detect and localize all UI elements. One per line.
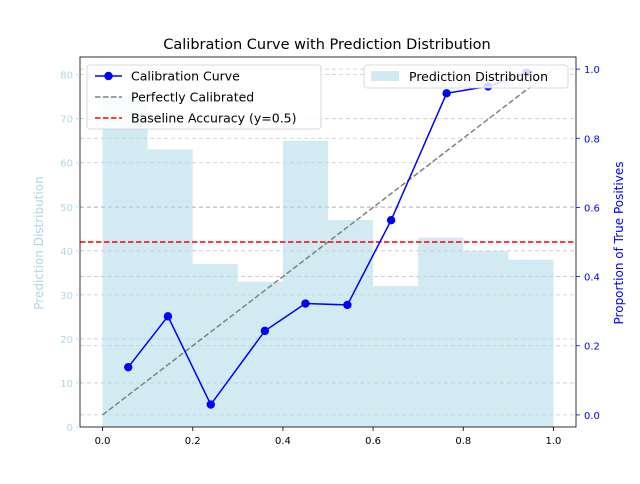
histogram-bar: [237, 281, 283, 427]
y-right-tick-label: 0.4: [584, 273, 600, 284]
calibration-point: [206, 400, 215, 409]
x-tick-label: 0.8: [455, 436, 471, 447]
y-left-tick-label: 10: [60, 379, 73, 390]
y-left-tick-label: 0: [67, 423, 73, 434]
calibration-point: [386, 216, 396, 225]
calibration-curve-line: [127, 71, 527, 406]
histogram-bar: [282, 140, 328, 427]
legend-entry-label: Calibration Curve: [131, 69, 240, 84]
y-right-tick-label: 1.0: [584, 65, 600, 76]
y-right-tick-label: 0.2: [584, 342, 600, 353]
y-left-tick-label: 30: [60, 291, 73, 302]
legend-swatch-marker: [104, 71, 113, 81]
y-left-tick-label: 40: [60, 247, 73, 258]
y-right-tick-label: 0.6: [584, 203, 600, 214]
axes: 0.0 0.2 0.4 0.6 0.8 1.0 0 10 20 30 40 50 60 70 80 0.0 0.…: [60, 56, 600, 447]
calibration-point: [163, 312, 173, 321]
x-tick-label: 0.2: [185, 436, 201, 447]
x-tick-label: 0.0: [95, 436, 111, 447]
calibration-point: [301, 299, 310, 308]
legend-right-box: [363, 64, 569, 89]
legend-entry-label: Prediction Distribution: [409, 69, 548, 84]
histogram-bar: [147, 149, 193, 427]
calibration-point: [442, 89, 451, 98]
x-tick-label: 0.6: [365, 436, 381, 447]
legend-entry-label: Perfectly Calibrated: [131, 90, 254, 105]
legend-swatch-bar: [371, 71, 399, 81]
calibration-point: [124, 362, 133, 372]
histogram-bars: [102, 96, 554, 428]
histogram-bar: [508, 259, 554, 427]
plot-frame: [79, 56, 577, 428]
y-right-tick-label: 0.0: [584, 411, 600, 422]
legend-left-box: [86, 64, 322, 130]
y-right-tick-label: 0.8: [584, 134, 600, 145]
legends: Calibration Curve Perfectly Calibrated Bas…: [86, 64, 569, 130]
calibration-point: [260, 326, 270, 336]
histogram-bar: [102, 96, 148, 428]
chart-title: Calibration Curve with Prediction Distri…: [163, 37, 491, 53]
legend-right: Prediction Distribution: [363, 64, 569, 89]
series-lines: [80, 68, 576, 416]
x-tick-label: 1.0: [546, 436, 562, 447]
y-left-tick-label: 70: [60, 115, 73, 126]
calibration-point: [343, 300, 352, 310]
y-left-tick-label: 60: [60, 159, 73, 170]
legend-entry-label: Baseline Accuracy (y=0.5): [131, 111, 297, 126]
histogram-bar: [418, 237, 464, 427]
histogram-bar: [373, 286, 419, 427]
y-left-tick-label: 20: [60, 335, 73, 346]
y-left-tick-label: 80: [60, 71, 73, 82]
y-axis-right-label: Proportion of True Positives: [612, 162, 626, 325]
histogram-bar: [192, 264, 238, 427]
histogram-bar: [328, 219, 374, 427]
y-left-tick-label: 50: [60, 203, 73, 214]
y-axis-left-label: Prediction Distribution: [32, 176, 46, 309]
legend-left: Calibration Curve Perfectly Calibrated Bas…: [86, 64, 322, 130]
histogram-bar: [463, 250, 509, 427]
x-tick-label: 0.4: [275, 436, 291, 447]
